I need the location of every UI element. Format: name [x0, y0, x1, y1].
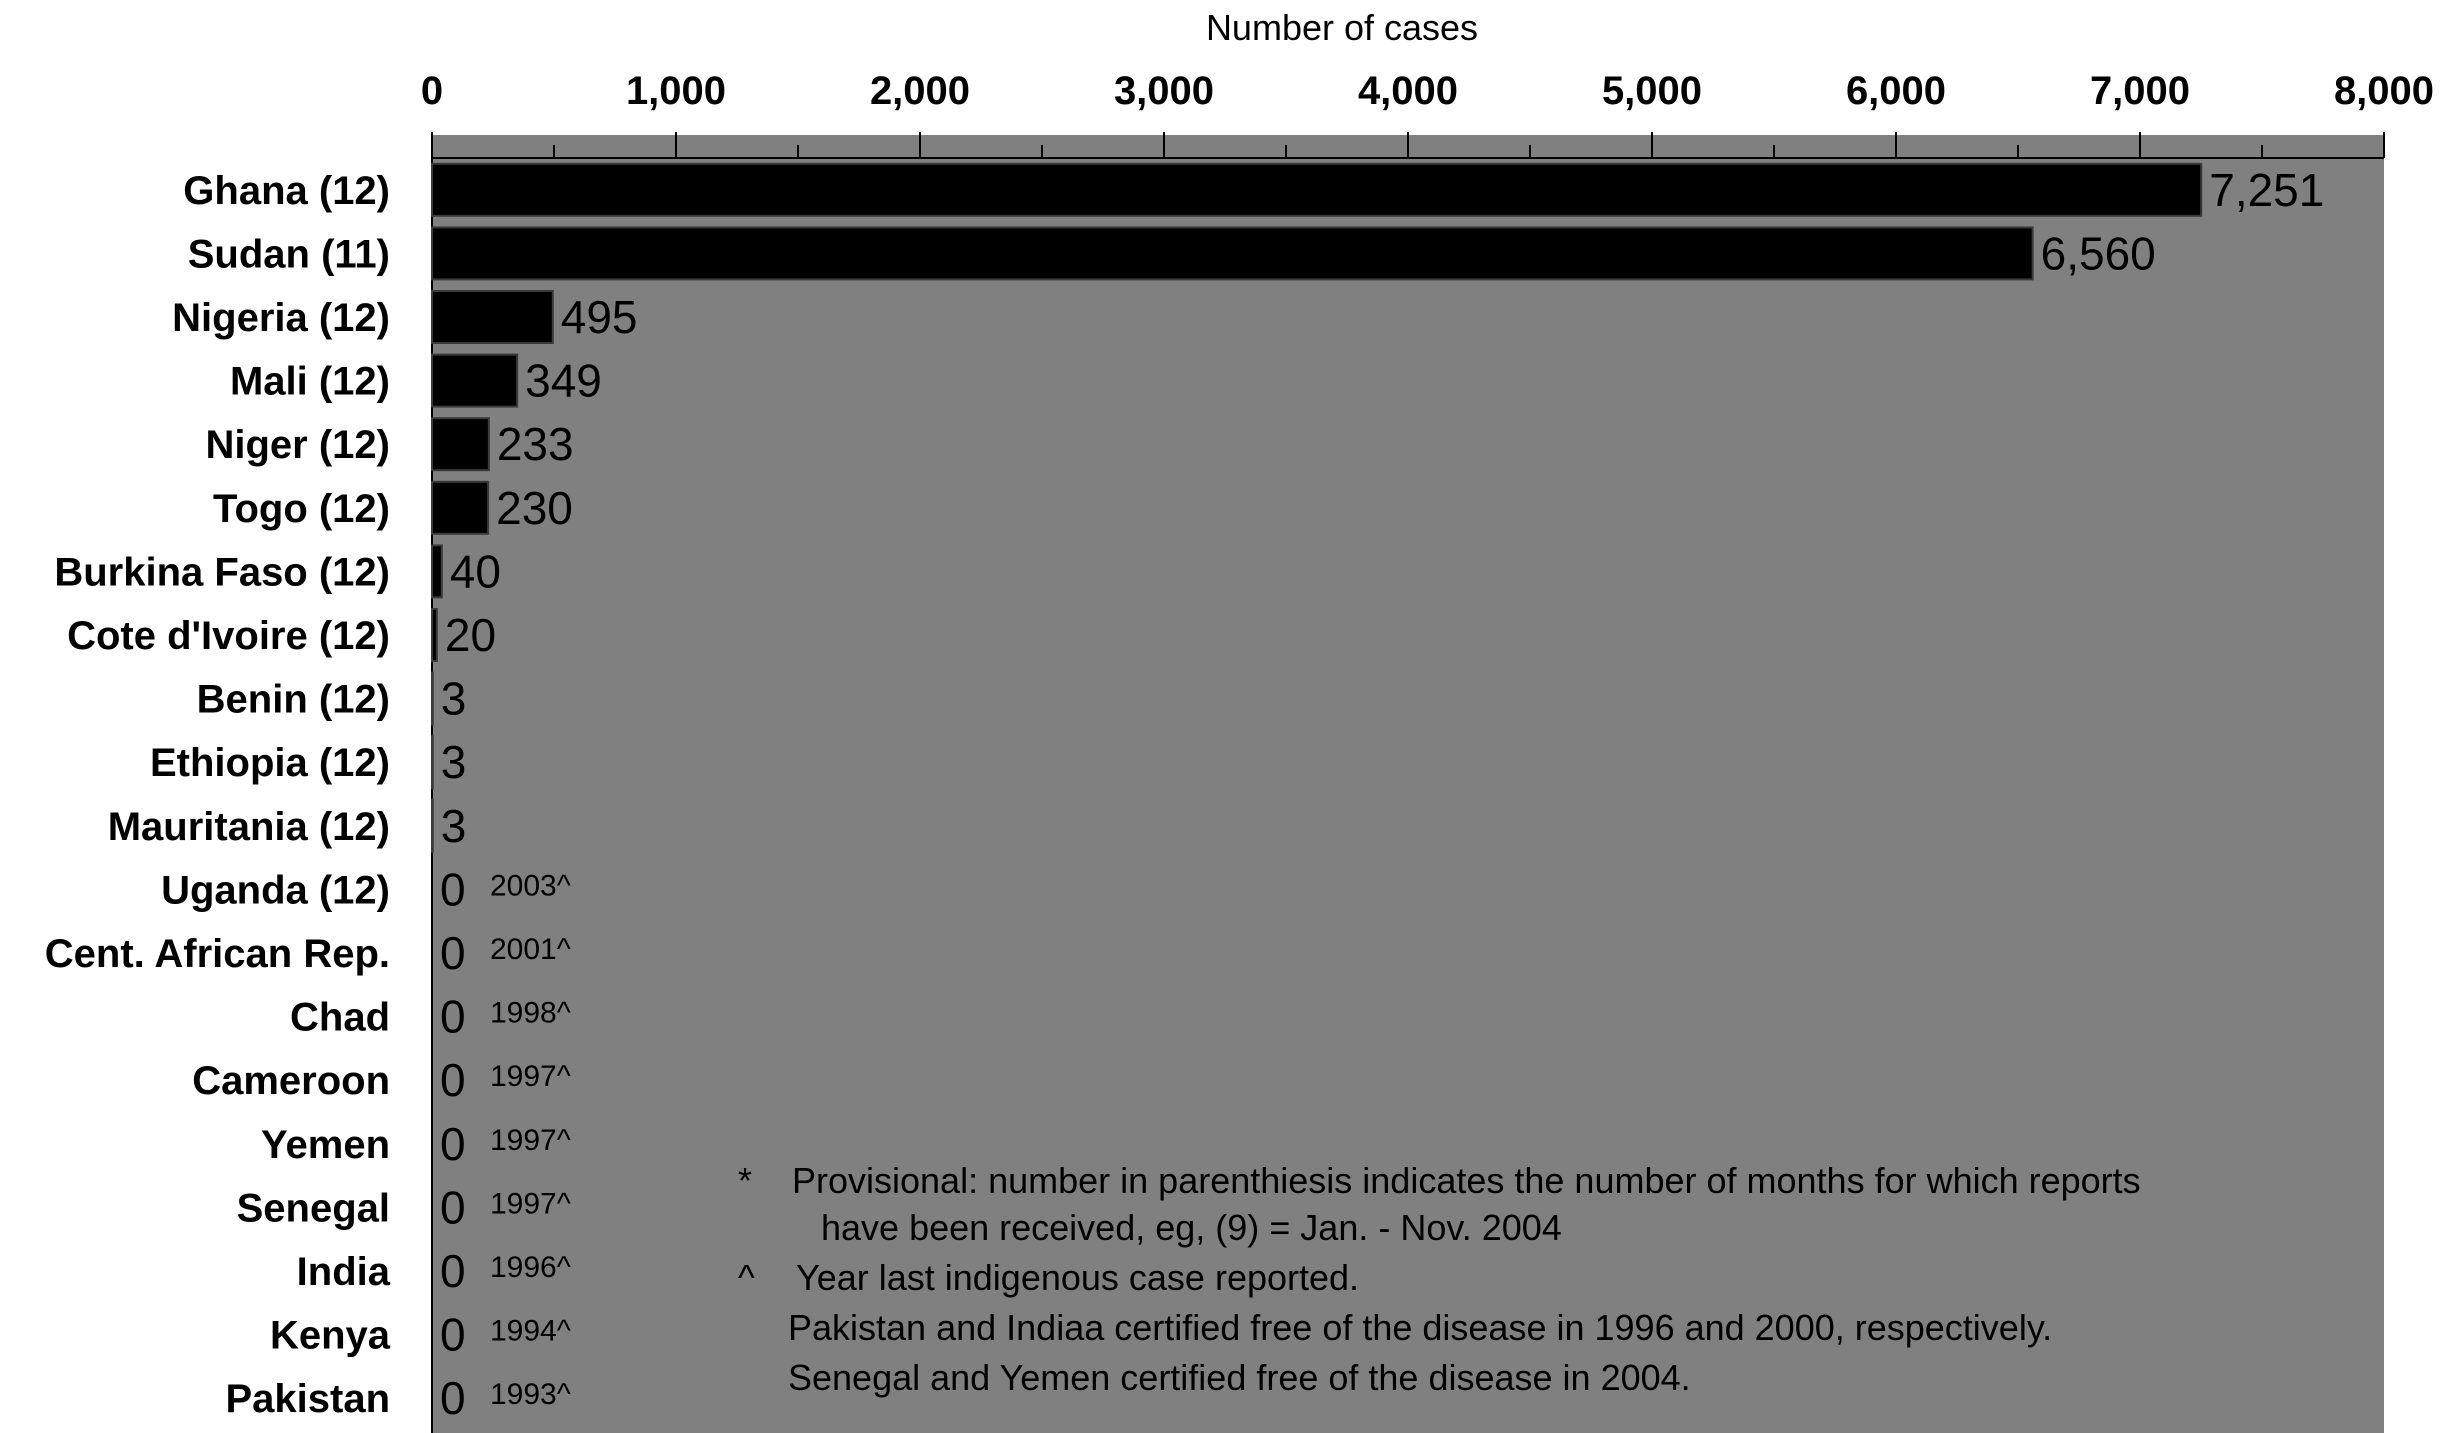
x-tick-label: 0: [421, 69, 443, 113]
year-note: 1997^: [490, 1124, 571, 1157]
category-label: Senegal: [237, 1186, 390, 1230]
year-note: 2003^: [490, 869, 571, 902]
category-label: Ethiopia (12): [150, 741, 390, 785]
category-label: Chad: [290, 996, 390, 1040]
year-note: 1993^: [490, 1378, 571, 1411]
x-tick-label: 4,000: [1358, 69, 1458, 113]
value-label: 0: [440, 1181, 466, 1233]
bar: [431, 417, 490, 472]
category-label: Niger (12): [206, 423, 391, 467]
year-note: 1997^: [490, 1060, 571, 1093]
category-label: Pakistan: [225, 1377, 390, 1421]
bar: [431, 608, 438, 662]
value-label: 20: [445, 609, 496, 661]
bar: [431, 226, 2034, 281]
x-tick-label: 7,000: [2090, 69, 2190, 113]
year-note: 1994^: [490, 1315, 571, 1348]
footnote-text: Senegal and Yemen certified free of the …: [788, 1357, 1691, 1398]
category-label: Nigeria (12): [172, 296, 390, 340]
value-label: 233: [497, 418, 574, 470]
x-axis-title: Number of cases: [1206, 7, 1478, 48]
category-label: Uganda (12): [161, 868, 390, 912]
value-label: 349: [525, 355, 602, 407]
category-label: Mali (12): [230, 360, 390, 404]
value-label: 0: [440, 991, 466, 1043]
value-label: 0: [440, 1309, 466, 1361]
bar: [431, 162, 2203, 217]
value-label: 40: [450, 545, 501, 597]
value-label: 3: [441, 673, 467, 725]
bar: [431, 544, 443, 599]
footnote-text: Provisional: number in parenthiesis indi…: [792, 1160, 2141, 1201]
category-label: Sudan (11): [188, 232, 390, 276]
value-label: 0: [440, 863, 466, 915]
bar: [431, 480, 490, 535]
bar: [431, 735, 434, 790]
x-tick-label: 8,000: [2334, 69, 2434, 113]
category-label: Mauritania (12): [108, 805, 390, 849]
category-label: Cent. African Rep.: [45, 932, 390, 976]
footnote-marker: *: [738, 1160, 752, 1201]
category-label: Togo (12): [213, 487, 390, 531]
category-label: Cameroon: [192, 1059, 390, 1103]
value-label: 0: [440, 1118, 466, 1170]
value-label: 0: [440, 927, 466, 979]
category-label: Kenya: [270, 1314, 391, 1358]
x-tick-label: 6,000: [1846, 69, 1946, 113]
category-label: Yemen: [261, 1123, 390, 1167]
footnote-marker: ^: [738, 1257, 755, 1298]
category-label: Benin (12): [197, 678, 390, 722]
year-note: 1997^: [490, 1187, 571, 1220]
category-label: Ghana (12): [183, 169, 390, 213]
year-note: 2001^: [490, 933, 571, 966]
year-note: 1996^: [490, 1251, 571, 1284]
bar: [431, 671, 434, 726]
x-tick-label: 2,000: [870, 69, 970, 113]
bar: [431, 798, 434, 853]
category-label: India: [297, 1250, 391, 1294]
value-label: 3: [441, 736, 467, 788]
value-label: 0: [440, 1372, 466, 1424]
bar: [431, 353, 519, 408]
value-label: 3: [441, 800, 467, 852]
bar: [431, 290, 554, 344]
value-label: 230: [496, 482, 573, 534]
x-tick-label: 3,000: [1114, 69, 1214, 113]
value-label: 0: [440, 1054, 466, 1106]
footnote-text: Year last indigenous case reported.: [796, 1257, 1359, 1298]
footnote-text: Pakistan and Indiaa certified free of th…: [788, 1307, 2052, 1348]
value-label: 0: [440, 1245, 466, 1297]
year-note: 1998^: [490, 997, 571, 1030]
x-tick-label: 1,000: [626, 69, 726, 113]
category-label: Cote d'Ivoire (12): [67, 614, 390, 658]
value-label: 495: [561, 291, 638, 343]
category-label: Burkina Faso (12): [54, 550, 390, 594]
value-label: 6,560: [2041, 227, 2156, 279]
plot-area: [432, 135, 2384, 1433]
x-tick-label: 5,000: [1602, 69, 1702, 113]
footnote-text: have been received, eg, (9) = Jan. - Nov…: [821, 1207, 1562, 1248]
value-label: 7,251: [2209, 164, 2324, 216]
